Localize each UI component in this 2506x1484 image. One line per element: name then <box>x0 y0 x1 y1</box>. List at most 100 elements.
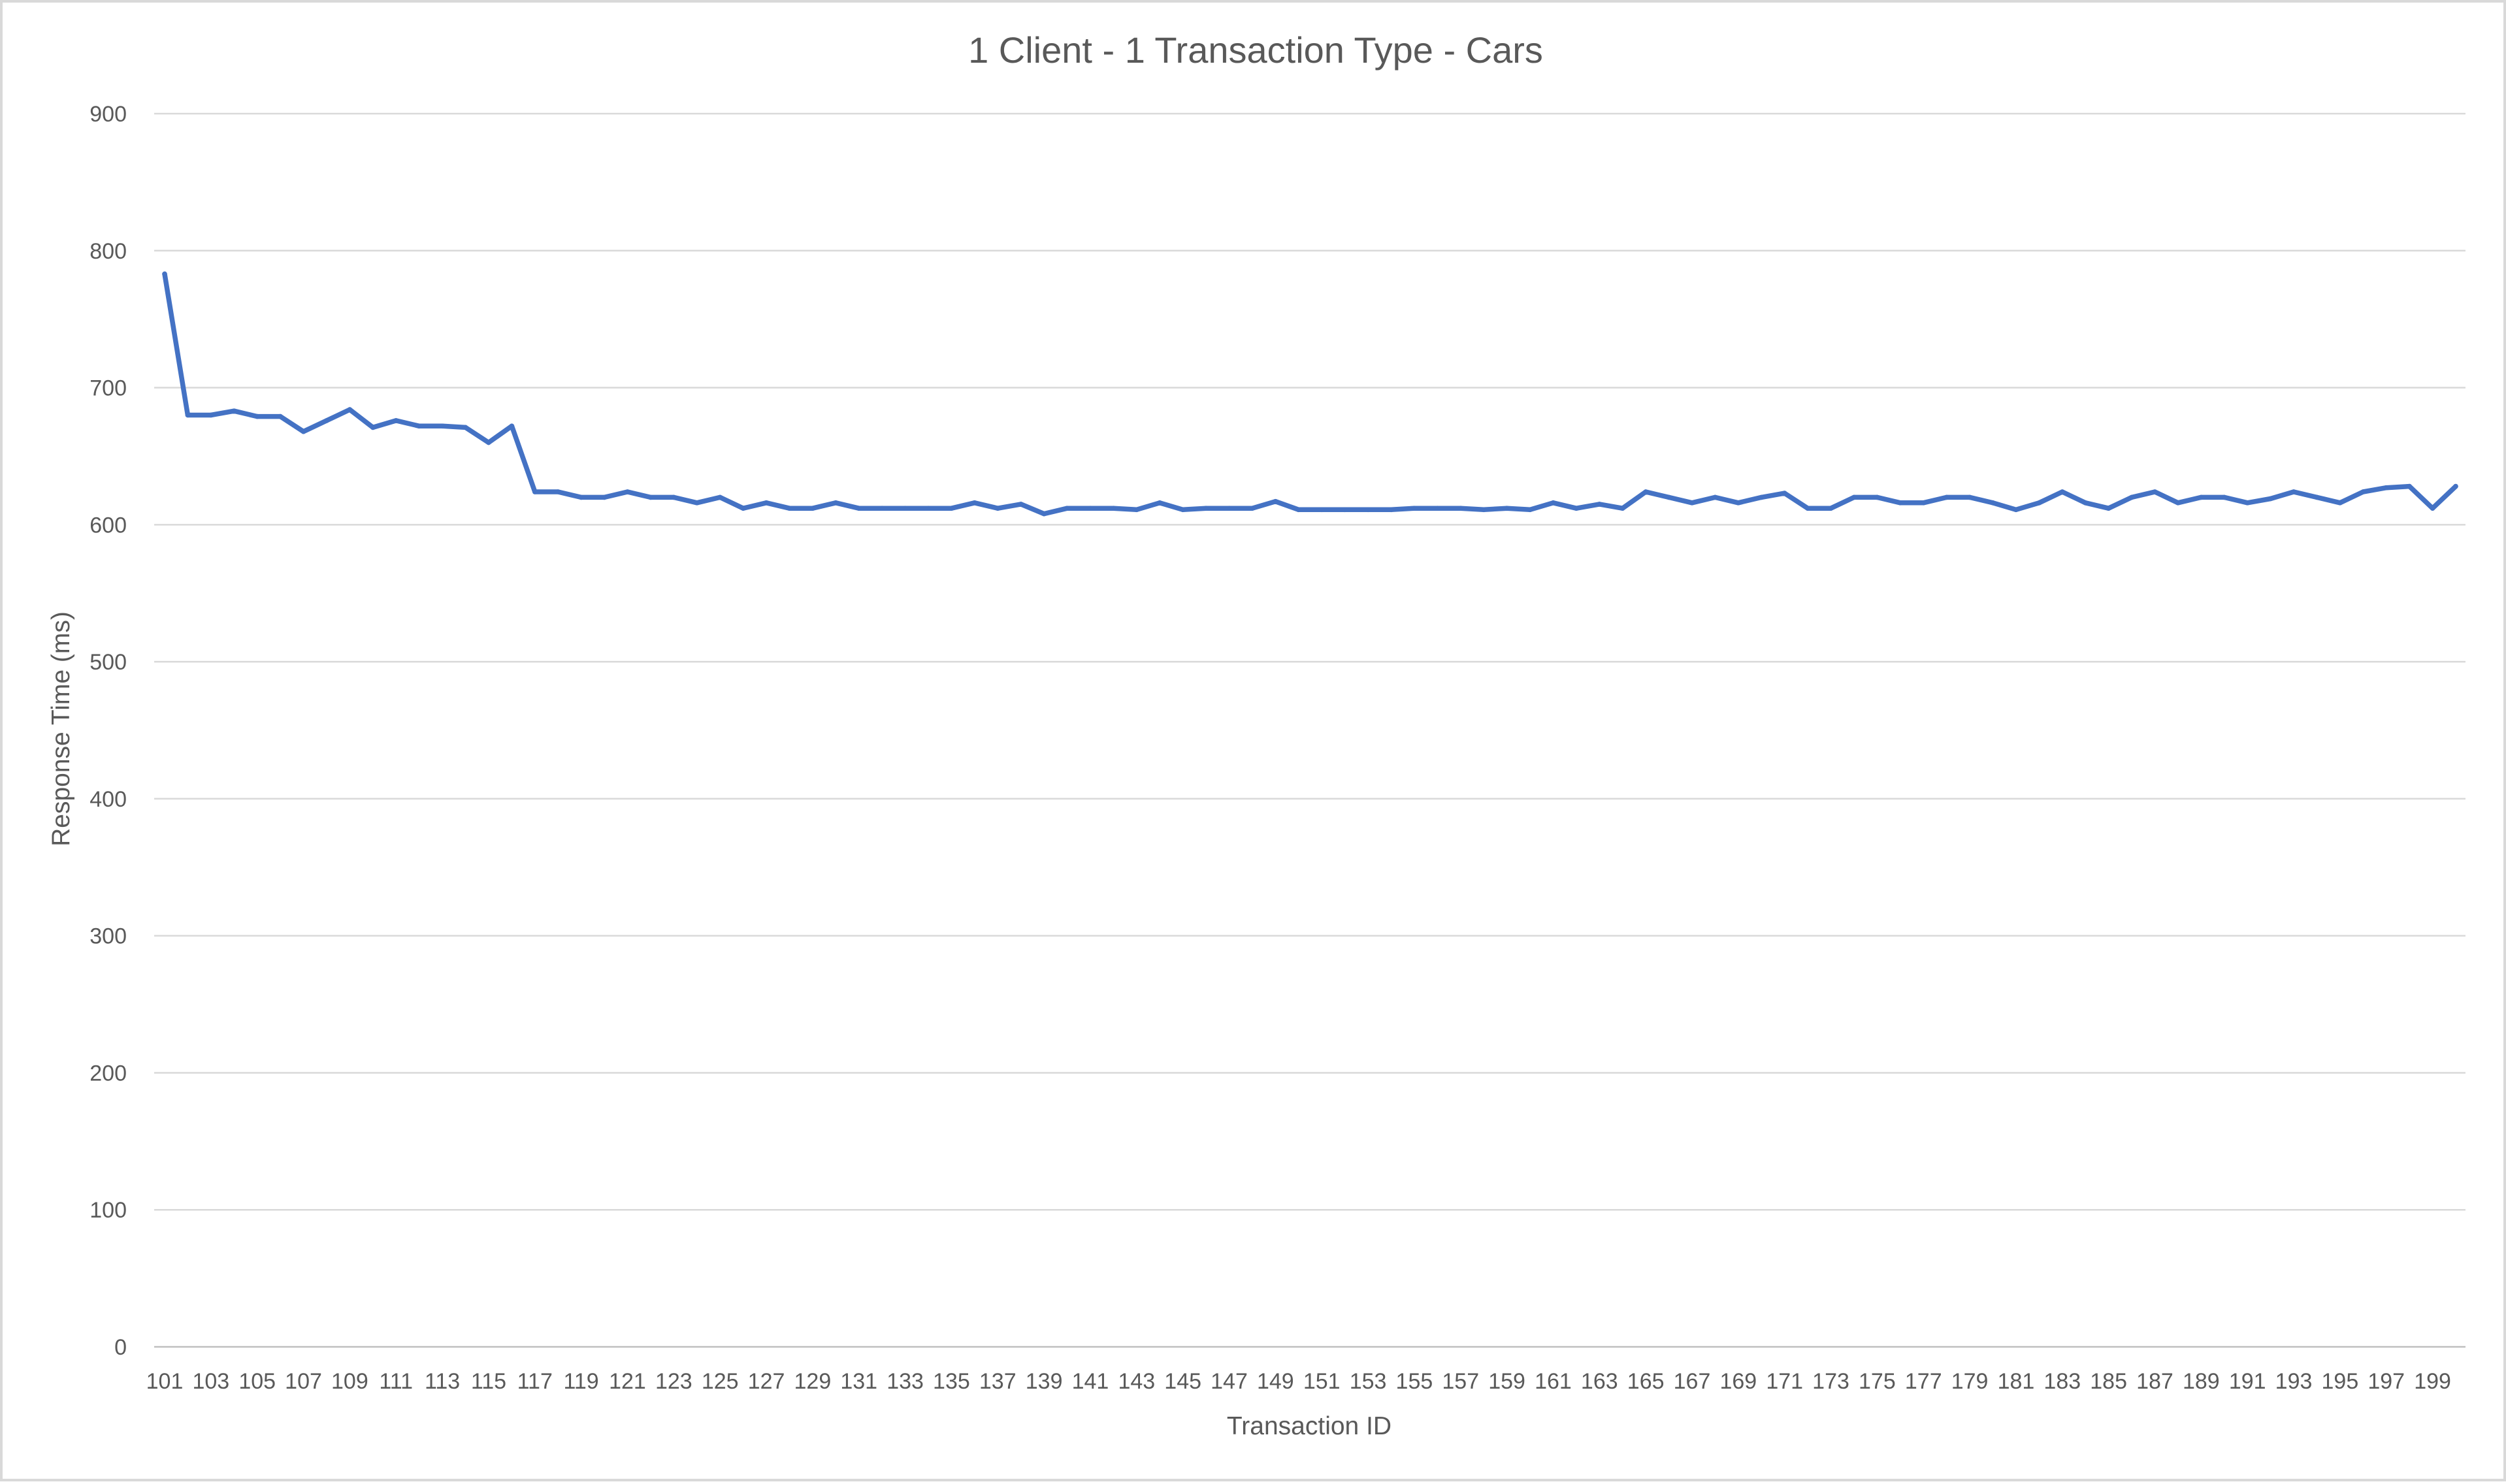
data-point <box>301 428 306 434</box>
data-point <box>2268 496 2273 502</box>
y-tick-label: 600 <box>90 513 127 538</box>
data-point <box>1018 502 1024 507</box>
x-tick-label: 153 <box>1350 1369 1387 1394</box>
x-tick-label: 107 <box>285 1369 322 1394</box>
data-point <box>1689 500 1695 506</box>
data-point <box>1064 506 1070 511</box>
x-tick-label: 193 <box>2275 1369 2313 1394</box>
x-tick-label: 109 <box>331 1369 368 1394</box>
data-point <box>1365 507 1371 513</box>
gridlines <box>154 112 2465 1211</box>
data-point <box>2291 489 2296 494</box>
x-tick-label: 121 <box>609 1369 646 1394</box>
x-tick-label: 183 <box>2043 1369 2081 1394</box>
data-point <box>2152 489 2158 494</box>
x-tick-label: 185 <box>2090 1369 2127 1394</box>
data-point <box>1736 500 1741 506</box>
y-tick-label: 400 <box>90 787 127 812</box>
y-tick-label: 200 <box>90 1061 127 1086</box>
data-point <box>717 494 723 500</box>
data-point <box>2175 500 2181 506</box>
x-tick-label: 103 <box>192 1369 229 1394</box>
data-point <box>902 506 908 511</box>
x-tick-label: 157 <box>1442 1369 1479 1394</box>
x-tick-label: 105 <box>238 1369 276 1394</box>
data-point <box>532 489 538 494</box>
x-tick-label: 179 <box>1951 1369 1989 1394</box>
y-tick-label: 800 <box>90 239 127 264</box>
x-tick-label: 119 <box>564 1369 599 1394</box>
x-tick-label: 161 <box>1535 1369 1572 1394</box>
data-point <box>1250 506 1255 511</box>
data-point <box>578 494 584 500</box>
x-tick-label: 177 <box>1905 1369 1942 1394</box>
x-tick-label: 173 <box>1812 1369 1849 1394</box>
data-point <box>278 413 283 419</box>
series-points-0 <box>162 271 2458 517</box>
x-tick-label: 169 <box>1719 1369 1757 1394</box>
data-point <box>185 412 191 418</box>
x-tick-label: 129 <box>794 1369 832 1394</box>
data-point <box>555 489 561 494</box>
data-point <box>1157 500 1162 506</box>
x-tick-label: 151 <box>1303 1369 1341 1394</box>
x-tick-label: 171 <box>1766 1369 1803 1394</box>
x-tick-label: 195 <box>2322 1369 2359 1394</box>
data-point <box>764 500 769 506</box>
line-chart: 1 Client - 1 Transaction Type - Cars 0 10… <box>47 29 2465 1440</box>
data-point <box>2060 489 2065 494</box>
y-tick-label: 100 <box>90 1198 127 1223</box>
data-point <box>949 506 954 511</box>
data-point <box>370 425 376 430</box>
x-tick-label: 141 <box>1072 1369 1109 1394</box>
data-point <box>1041 511 1047 517</box>
x-tick-label: 187 <box>2136 1369 2173 1394</box>
data-point <box>486 440 491 445</box>
data-point <box>2430 506 2435 511</box>
y-tick-label: 700 <box>90 376 127 401</box>
y-axis-title: Response Time (ms) <box>47 611 75 847</box>
data-point <box>671 494 677 500</box>
y-axis-ticks: 0 100 200 300 400 500 600 700 800 900 <box>90 102 127 1360</box>
data-point <box>1481 507 1486 513</box>
x-tick-label: 111 <box>379 1369 413 1394</box>
data-point <box>2383 485 2389 491</box>
data-point <box>1134 507 1139 513</box>
data-point <box>1388 507 1394 513</box>
data-point <box>1990 500 1996 506</box>
data-point <box>1967 494 1972 500</box>
data-point <box>208 412 214 418</box>
data-point <box>2129 494 2134 500</box>
data-point <box>231 408 237 413</box>
x-tick-label: 101 <box>146 1369 184 1394</box>
x-tick-label: 137 <box>979 1369 1017 1394</box>
chart-title: 1 Client - 1 Transaction Type - Cars <box>968 29 1543 71</box>
data-point <box>1874 494 1880 500</box>
x-tick-label: 143 <box>1118 1369 1155 1394</box>
data-point <box>694 500 700 506</box>
x-tick-label: 149 <box>1257 1369 1294 1394</box>
y-tick-label: 0 <box>114 1335 127 1360</box>
data-point <box>833 500 839 506</box>
data-point <box>1898 500 1903 506</box>
x-tick-label: 181 <box>1998 1369 2035 1394</box>
data-point <box>2013 507 2019 513</box>
x-tick-label: 139 <box>1026 1369 1063 1394</box>
data-point <box>1619 506 1625 511</box>
data-point <box>1527 507 1533 513</box>
x-tick-label: 163 <box>1581 1369 1618 1394</box>
data-point <box>879 506 885 511</box>
data-point <box>1088 506 1093 511</box>
data-point <box>2407 483 2412 489</box>
data-point <box>2036 500 2042 506</box>
data-point <box>2453 483 2458 489</box>
x-tick-label: 175 <box>1859 1369 1896 1394</box>
data-point <box>740 506 746 511</box>
data-point <box>1828 506 1834 511</box>
x-tick-label: 165 <box>1627 1369 1665 1394</box>
x-tick-label: 135 <box>933 1369 970 1394</box>
data-point <box>1458 506 1463 511</box>
data-point <box>416 423 422 429</box>
data-point <box>1643 489 1648 494</box>
x-tick-label: 131 <box>840 1369 877 1394</box>
